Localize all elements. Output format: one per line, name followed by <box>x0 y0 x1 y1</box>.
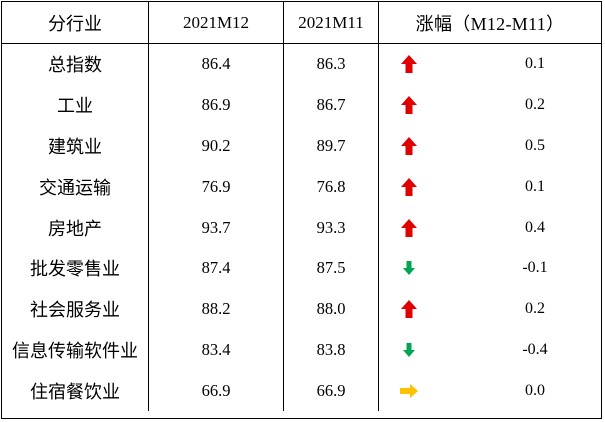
up-arrow-icon <box>399 54 417 74</box>
value-m11: 89.7 <box>284 125 379 167</box>
value-m12: 87.4 <box>149 247 284 289</box>
industry-name: 交通运输 <box>2 166 149 208</box>
table-body: 总指数 86.4 86.3 0.1 工业 86.9 86.7 0.2 建筑业 90.2 89.7 0.… <box>2 44 601 412</box>
table-row: 社会服务业 88.2 88.0 0.2 <box>2 288 601 330</box>
value-m12: 88.2 <box>149 288 284 330</box>
value-m11: 66.9 <box>284 370 379 412</box>
change-cell: 0.1 <box>379 44 601 85</box>
value-m11: 87.5 <box>284 247 379 289</box>
change-cell: -0.4 <box>379 330 601 371</box>
change-cell: -0.1 <box>379 248 601 289</box>
industry-name: 建筑业 <box>2 125 149 167</box>
table-row: 交通运输 76.9 76.8 0.1 <box>2 166 601 208</box>
change-cell: 0.4 <box>379 207 601 248</box>
header-m11: 2021M11 <box>284 2 379 43</box>
industry-name: 工业 <box>2 84 149 126</box>
table-row: 建筑业 90.2 89.7 0.5 <box>2 125 601 167</box>
value-m12: 86.9 <box>149 84 284 126</box>
header-change: 涨幅（M12-M11） <box>415 13 565 34</box>
value-m11: 88.0 <box>284 288 379 330</box>
table-row: 总指数 86.4 86.3 0.1 <box>2 44 601 85</box>
industry-name: 社会服务业 <box>2 288 149 330</box>
industry-name: 总指数 <box>2 44 149 85</box>
industry-name: 批发零售业 <box>2 247 149 289</box>
value-m11: 93.3 <box>284 207 379 248</box>
value-m11: 86.3 <box>284 44 379 85</box>
change-cell: 0.2 <box>379 289 601 330</box>
header-industry: 分行业 <box>2 2 149 43</box>
table-row: 工业 86.9 86.7 0.2 <box>2 84 601 126</box>
value-m12: 86.4 <box>149 44 284 85</box>
industry-name: 住宿餐饮业 <box>2 370 149 412</box>
change-cell: 0.2 <box>379 85 601 126</box>
header-m12: 2021M12 <box>149 2 284 43</box>
table-row: 住宿餐饮业 66.9 66.9 0.0 <box>2 370 601 412</box>
right-arrow-icon <box>399 381 418 401</box>
change-cell: 0.5 <box>379 126 601 167</box>
up-arrow-icon <box>399 177 417 197</box>
value-m12: 93.7 <box>149 207 284 248</box>
header-row: 分行业 2021M12 2021M11 涨幅（M12-M11） <box>2 2 601 44</box>
down-arrow-icon <box>399 258 415 278</box>
change-cell: 0.1 <box>379 166 601 207</box>
value-m12: 66.9 <box>149 370 284 412</box>
industry-name: 房地产 <box>2 207 149 248</box>
table-row: 批发零售业 87.4 87.5 -0.1 <box>2 247 601 289</box>
change-value: -0.4 <box>522 340 548 358</box>
down-arrow-icon <box>399 340 415 360</box>
up-arrow-icon <box>399 136 417 156</box>
value-m12: 76.9 <box>149 166 284 208</box>
value-m12: 90.2 <box>149 125 284 167</box>
change-value: 0.2 <box>525 96 545 114</box>
change-value: 0.5 <box>525 136 545 154</box>
industry-name: 信息传输软件业 <box>2 329 149 371</box>
change-value: -0.1 <box>522 259 548 277</box>
value-m11: 76.8 <box>284 166 379 208</box>
value-m11: 83.8 <box>284 329 379 371</box>
up-arrow-icon <box>399 299 417 319</box>
value-m11: 86.7 <box>284 84 379 126</box>
change-value: 0.4 <box>525 218 545 236</box>
change-value: 0.0 <box>525 381 545 399</box>
change-value: 0.1 <box>525 177 545 195</box>
table-row: 房地产 93.7 93.3 0.4 <box>2 207 601 248</box>
table-row: 信息传输软件业 83.4 83.8 -0.4 <box>2 329 601 371</box>
change-value: 0.2 <box>525 300 545 318</box>
change-value: 0.1 <box>525 55 545 73</box>
change-cell: 0.0 <box>379 370 601 411</box>
up-arrow-icon <box>399 95 417 115</box>
up-arrow-icon <box>399 218 417 238</box>
value-m12: 83.4 <box>149 329 284 371</box>
